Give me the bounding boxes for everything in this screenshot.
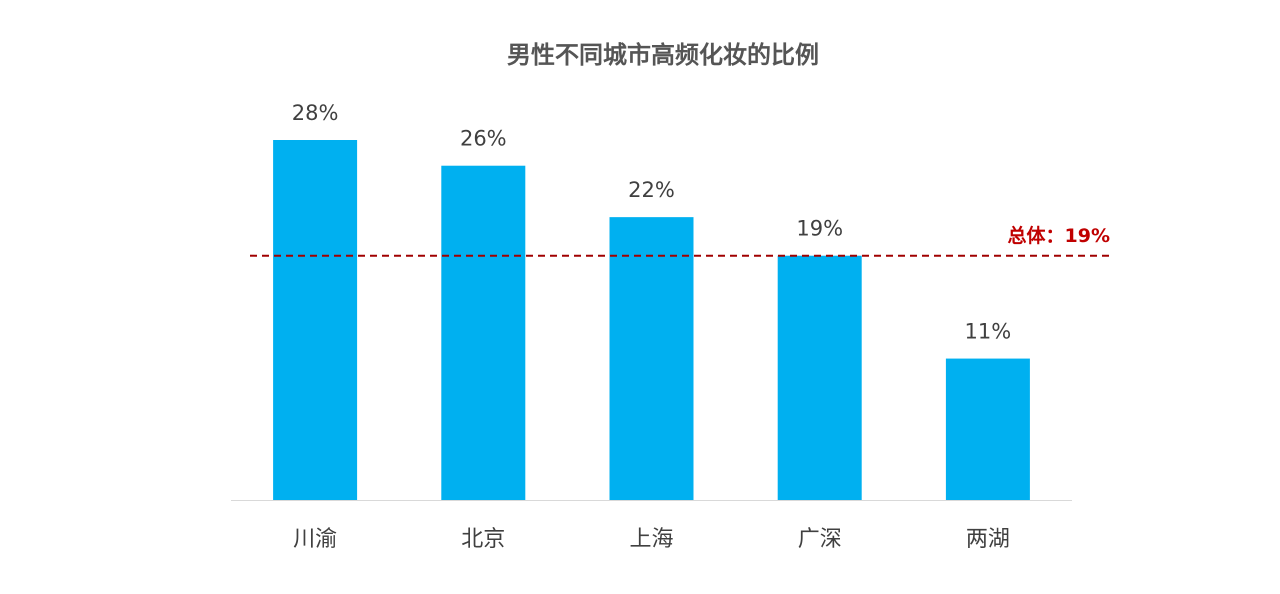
x-tick-label: 上海 — [629, 527, 673, 552]
chart-title: 男性不同城市高频化妆的比例 — [507, 41, 819, 69]
value-label: 22% — [628, 178, 675, 202]
x-tick-label: 广深 — [798, 527, 842, 552]
value-label: 11% — [965, 320, 1012, 344]
value-label: 19% — [796, 217, 843, 241]
bar — [609, 217, 694, 500]
bar — [777, 255, 862, 500]
value-label: 26% — [460, 127, 507, 151]
bar — [945, 358, 1030, 500]
reference-label: 总体：19% — [1008, 224, 1110, 247]
bar — [441, 165, 526, 500]
x-tick-label: 北京 — [461, 527, 505, 552]
x-tick-label: 两湖 — [966, 527, 1010, 552]
x-tick-label: 川渝 — [293, 527, 337, 552]
value-label: 28% — [292, 101, 339, 125]
bar — [273, 140, 358, 500]
